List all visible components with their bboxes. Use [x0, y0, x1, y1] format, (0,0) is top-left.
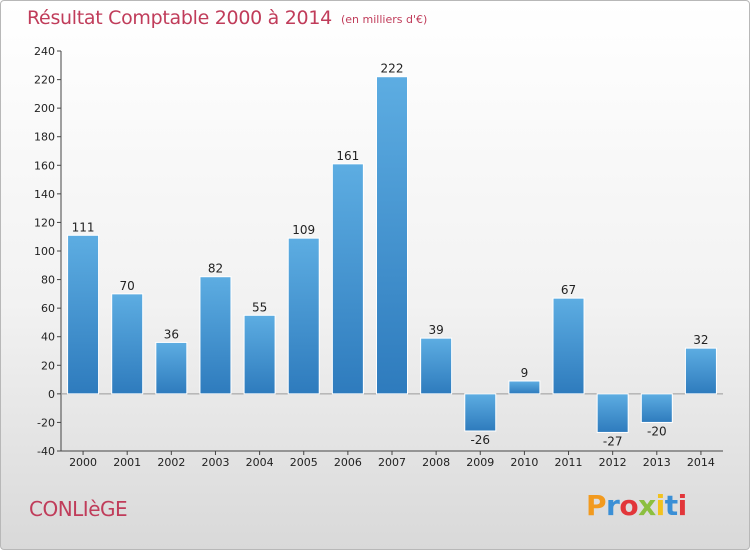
bar-2013 [640, 393, 673, 423]
x-tick-label: 2004 [246, 456, 274, 469]
data-label-2012: -27 [603, 434, 623, 448]
bar-2007 [376, 76, 408, 395]
bar-2009 [464, 393, 497, 432]
x-tick-label: 2008 [422, 456, 450, 469]
proxiti-logo: Proxiti [586, 489, 687, 522]
x-tick-label: 2001 [113, 456, 141, 469]
data-label-2002: 36 [164, 327, 179, 341]
x-tick-label: 2003 [201, 456, 229, 469]
bar-2002 [155, 341, 188, 395]
chart-title: Résultat Comptable 2000 à 2014 [27, 7, 332, 29]
y-tick-label: -20 [37, 416, 55, 429]
data-label-2004: 55 [252, 300, 267, 314]
x-tick-label: 2007 [378, 456, 406, 469]
y-tick-label: 220 [34, 74, 55, 87]
data-label-2006: 161 [336, 149, 359, 163]
x-tick-label: 2009 [466, 456, 494, 469]
y-tick-label: 20 [41, 359, 55, 372]
bar-2005 [287, 237, 320, 395]
y-tick-label: 80 [41, 274, 55, 287]
x-tick-label: 2013 [643, 456, 671, 469]
y-tick-label: 60 [41, 302, 55, 315]
data-label-2010: 9 [521, 366, 529, 380]
x-tick-label: 2011 [555, 456, 583, 469]
bar-2012 [596, 393, 629, 433]
x-tick-label: 2010 [510, 456, 538, 469]
bar-2004 [243, 314, 276, 395]
y-tick-label: 40 [41, 331, 55, 344]
y-tick-label: 120 [34, 216, 55, 229]
data-label-2005: 109 [292, 223, 315, 237]
x-tick-label: 2012 [599, 456, 627, 469]
data-label-2013: -20 [647, 424, 667, 438]
y-tick-label: 160 [34, 159, 55, 172]
bar-2000 [67, 234, 100, 395]
x-tick-label: 2002 [157, 456, 185, 469]
y-tick-label: -40 [37, 445, 55, 458]
bar-2010 [508, 380, 541, 395]
data-label-2001: 70 [120, 279, 135, 293]
data-label-2014: 32 [693, 333, 708, 347]
data-label-2000: 111 [72, 220, 95, 234]
bar-2014 [684, 347, 717, 395]
data-label-2009: -26 [470, 433, 490, 447]
x-tick-label: 2014 [687, 456, 715, 469]
y-tick-label: 140 [34, 188, 55, 201]
chart-bars [67, 76, 717, 433]
bar-2008 [420, 337, 453, 395]
bar-2006 [331, 163, 364, 395]
y-tick-label: 0 [48, 388, 55, 401]
y-tick-label: 100 [34, 245, 55, 258]
x-tick-label: 2006 [334, 456, 362, 469]
x-tick-label: 2005 [290, 456, 318, 469]
bar-2003 [199, 276, 232, 395]
data-label-2008: 39 [428, 323, 443, 337]
town-name: CONLIèGE [29, 497, 128, 521]
bar-2001 [111, 293, 144, 395]
data-label-2011: 67 [561, 283, 576, 297]
x-tick-label: 2000 [69, 456, 97, 469]
y-tick-label: 180 [34, 131, 55, 144]
chart-subtitle: (en milliers d'€) [341, 13, 428, 26]
y-tick-label: 200 [34, 102, 55, 115]
data-label-2007: 222 [381, 62, 404, 76]
data-label-2003: 82 [208, 262, 223, 276]
y-tick-label: 240 [34, 45, 55, 58]
bar-2011 [552, 297, 585, 395]
chart-data-labels: 111 70 36 82 55 109 161 222 39 -26 9 67 -27 -20 32 [72, 62, 709, 449]
